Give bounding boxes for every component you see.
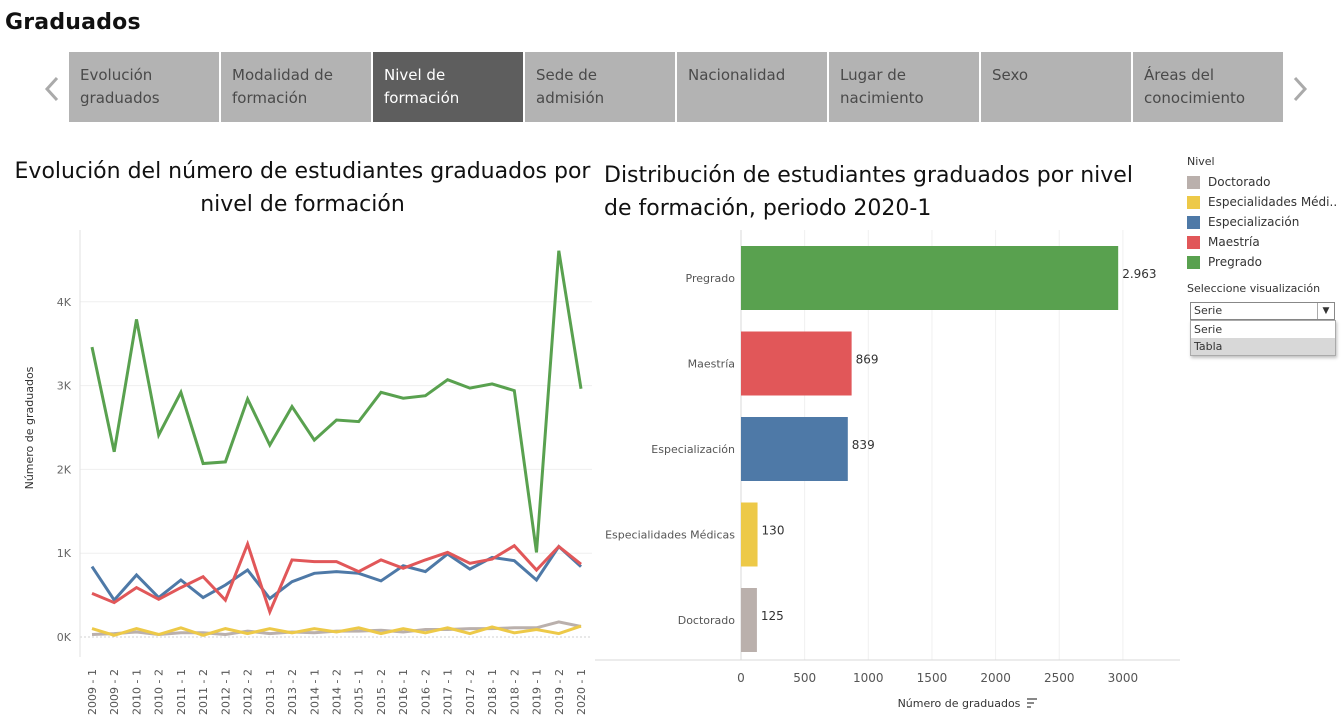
caret-down-icon[interactable]: ▼ xyxy=(1317,303,1334,319)
bar-doctorado xyxy=(741,588,757,652)
legend-label: Maestría xyxy=(1208,235,1260,249)
x-tick-label: 2011 - 1 xyxy=(175,669,188,715)
x-tick-label: 2019 - 2 xyxy=(553,669,566,715)
data-label: 869 xyxy=(856,353,879,367)
visualization-label: Seleccione visualización xyxy=(1187,282,1321,295)
x-tick-label: 3000 xyxy=(1108,671,1139,685)
x-tick-label: 1500 xyxy=(917,671,948,685)
x-axis-label: Número de graduados xyxy=(898,697,1021,710)
line-chart[interactable]: 0K 1K 2K 3K 4K Número de graduados 2009 - 1 200… xyxy=(0,225,600,725)
chevron-left-icon[interactable] xyxy=(40,72,64,106)
x-tick-label: 2500 xyxy=(1044,671,1075,685)
x-tick-label: 2015 - 1 xyxy=(353,669,366,715)
x-tick-label: 2011 - 2 xyxy=(197,669,210,715)
x-tick-label: 2012 - 2 xyxy=(242,669,255,715)
line-chart-title: Evolución del número de estudiantes grad… xyxy=(14,159,591,217)
visualization-selected-value: Serie xyxy=(1194,304,1223,317)
tab-modalidad-formacion[interactable]: Modalidad de formación xyxy=(221,52,371,122)
y-tick-label: 1K xyxy=(57,547,72,560)
page-title: Graduados xyxy=(5,10,141,35)
series-line-especialidades-médicas xyxy=(91,624,582,637)
tab-nacionalidad[interactable]: Nacionalidad xyxy=(677,52,827,122)
x-tick-label: 0 xyxy=(737,671,745,685)
series-line-especialización xyxy=(90,544,583,603)
x-tick-label: 2010 - 1 xyxy=(130,669,143,715)
y-tick-label: 2K xyxy=(57,463,72,476)
legend-item[interactable]: Doctorado xyxy=(1187,172,1337,192)
x-tick-label: 2016 - 2 xyxy=(419,669,432,715)
x-tick-label: 2000 xyxy=(980,671,1011,685)
legend-item[interactable]: Especialidades Médi.. xyxy=(1187,192,1337,212)
bar-pregrado xyxy=(741,246,1119,310)
x-tick-label: 2014 - 1 xyxy=(308,669,321,715)
tab-bar: Evolución graduados Modalidad de formaci… xyxy=(69,52,1285,122)
series-line-maestría xyxy=(91,539,582,617)
sort-icon[interactable] xyxy=(1027,698,1037,708)
category-label: Especialidades Médicas xyxy=(605,529,735,542)
legend-swatch xyxy=(1187,195,1200,209)
tab-evolucion-graduados[interactable]: Evolución graduados xyxy=(69,52,219,122)
legend-label: Especialidades Médi.. xyxy=(1208,195,1338,209)
x-tick-label: 2017 - 2 xyxy=(464,669,477,715)
tab-sede-admision[interactable]: Sede de admisión xyxy=(525,52,675,122)
x-tick-label: 2010 - 2 xyxy=(153,669,166,715)
x-tick-label: 2020 - 1 xyxy=(575,669,588,715)
data-label: 130 xyxy=(762,524,785,538)
data-label: 2.963 xyxy=(1122,267,1156,281)
data-label: 125 xyxy=(761,609,784,623)
x-tick-label: 500 xyxy=(793,671,816,685)
y-tick-label: 4K xyxy=(57,296,72,309)
x-tick-label: 2019 - 1 xyxy=(531,669,544,715)
visualization-select[interactable]: Serie ▼ xyxy=(1190,302,1335,320)
tab-sexo[interactable]: Sexo xyxy=(981,52,1131,122)
legend-label: Doctorado xyxy=(1208,175,1271,189)
series-line-pregrado xyxy=(90,250,583,553)
x-tick-label: 2009 - 2 xyxy=(108,669,121,715)
bar-chart-title: Distribución de estudiantes graduados po… xyxy=(604,163,1133,221)
x-tick-label: 2018 - 2 xyxy=(508,669,521,715)
x-tick-label: 2018 - 1 xyxy=(486,669,499,715)
legend-label: Especialización xyxy=(1208,215,1300,229)
y-tick-label: 0K xyxy=(57,631,72,644)
tab-areas-conocimiento[interactable]: Áreas del conocimiento xyxy=(1133,52,1283,122)
bar-chart[interactable]: 0 500 1000 1500 2000 2500 3000 Pregrado 2.963 Mae… xyxy=(595,230,1180,720)
bar-especialización xyxy=(741,417,848,481)
legend-swatch xyxy=(1187,215,1200,229)
legend-title: Nivel xyxy=(1187,155,1215,168)
category-label: Pregrado xyxy=(686,272,736,285)
legend-label: Pregrado xyxy=(1208,255,1262,269)
x-tick-label: 2009 - 1 xyxy=(86,669,99,715)
category-label: Doctorado xyxy=(678,614,736,627)
x-tick-label: 2015 - 2 xyxy=(375,669,388,715)
x-tick-label: 2013 - 2 xyxy=(286,669,299,715)
tab-lugar-nacimiento[interactable]: Lugar de nacimiento xyxy=(829,52,979,122)
x-tick-label: 2013 - 1 xyxy=(264,669,277,715)
bar-maestría xyxy=(741,331,852,396)
category-label: Maestría xyxy=(688,358,735,371)
legend-item[interactable]: Maestría xyxy=(1187,232,1337,252)
category-label: Especialización xyxy=(651,443,735,456)
chevron-right-icon[interactable] xyxy=(1288,72,1312,106)
y-tick-label: 3K xyxy=(57,380,72,393)
x-tick-label: 2016 - 1 xyxy=(397,669,410,715)
legend-swatch xyxy=(1187,175,1200,189)
visualization-dropdown: Serie Tabla xyxy=(1190,320,1336,356)
bar-especialidades-médicas xyxy=(741,502,758,567)
legend-swatch xyxy=(1187,235,1200,249)
dropdown-option-serie[interactable]: Serie xyxy=(1194,323,1223,336)
y-axis-label: Número de graduados xyxy=(23,366,36,489)
x-tick-label: 2012 - 1 xyxy=(219,669,232,715)
x-tick-label: 1000 xyxy=(853,671,884,685)
legend: Nivel Doctorado Especialidades Médi.. Es… xyxy=(1187,155,1337,272)
tab-nivel-formacion[interactable]: Nivel de formación xyxy=(373,52,523,122)
legend-item[interactable]: Pregrado xyxy=(1187,252,1337,272)
x-tick-label: 2017 - 1 xyxy=(442,669,455,715)
dropdown-option-tabla[interactable]: Tabla xyxy=(1191,338,1335,355)
legend-swatch xyxy=(1187,255,1200,269)
x-tick-label: 2014 - 2 xyxy=(331,669,344,715)
data-label: 839 xyxy=(852,438,875,452)
legend-item[interactable]: Especialización xyxy=(1187,212,1337,232)
